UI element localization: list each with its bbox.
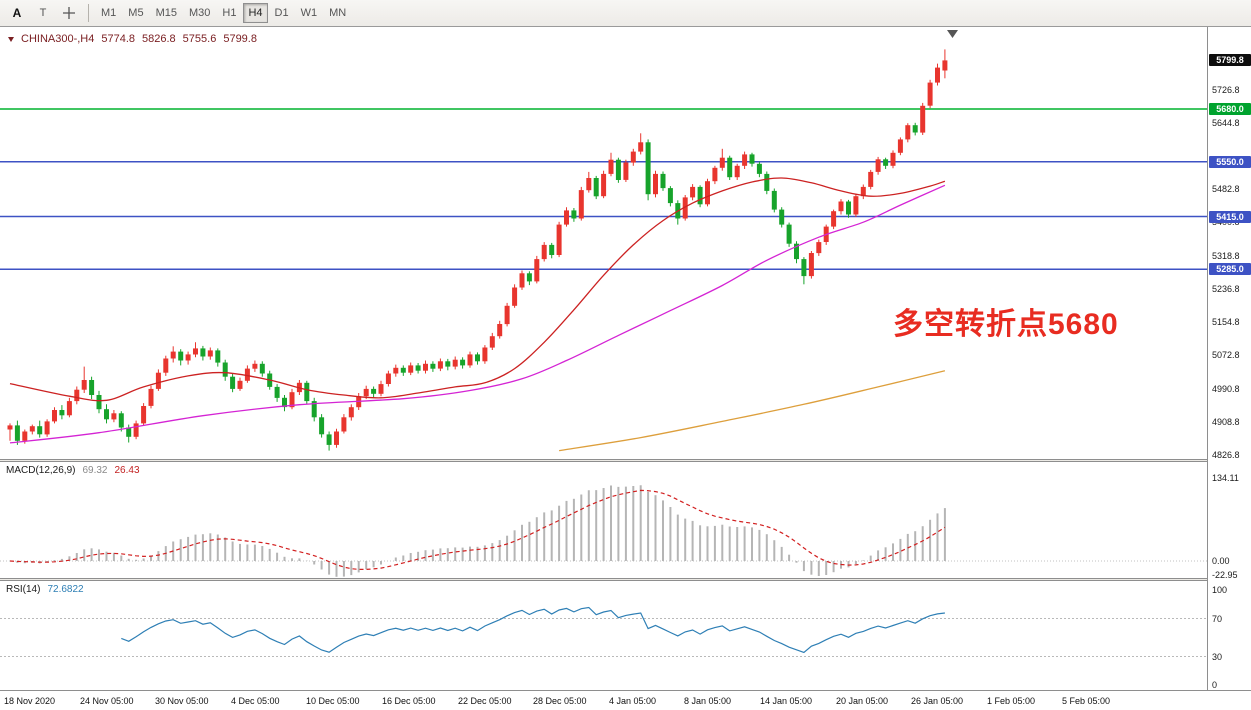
symbol-dropdown-icon[interactable]	[8, 36, 14, 42]
price-axis-label: 5236.8	[1212, 284, 1240, 294]
tool-arrow-label-button[interactable]: A	[12, 6, 22, 20]
time-axis-label: 16 Dec 05:00	[382, 696, 436, 706]
price-axis-label: 5072.8	[1212, 350, 1240, 360]
rsi-axis-label: 100	[1212, 585, 1228, 595]
price-badge-5799.8: 5799.8	[1209, 54, 1251, 66]
moving-averages	[9, 177, 946, 452]
tool-text-insert-button[interactable]: T	[39, 7, 47, 19]
macd-main-value: 69.32	[82, 465, 108, 476]
rsi-name: RSI(14)	[6, 584, 41, 595]
pane-splitter[interactable]	[0, 459, 1251, 462]
level-lines[interactable]	[0, 108, 1207, 270]
main-chart-pane[interactable]: CHINA300-,H4 5774.8 5826.8 5755.6 5799.8…	[0, 28, 1207, 459]
rsi-axis-label: 30	[1212, 652, 1223, 662]
time-axis-label: 10 Dec 05:00	[306, 696, 360, 706]
time-axis-label: 18 Nov 2020	[4, 696, 56, 706]
price-axis-label: 5154.8	[1212, 317, 1240, 327]
time-axis-label: 8 Jan 05:00	[684, 696, 732, 706]
macd-axis-label: -22.95	[1212, 570, 1238, 580]
ma-fast-red	[9, 177, 946, 402]
timeframe-mn-button[interactable]: MN	[329, 7, 347, 19]
macd-canvas[interactable]	[0, 462, 1207, 578]
timeframe-w1-button[interactable]: W1	[300, 7, 318, 19]
crosshair-icon	[63, 7, 75, 19]
chart-shift-marker[interactable]	[947, 30, 958, 38]
price-axis-label: 5726.8	[1212, 85, 1240, 95]
price-axis-label: 5318.8	[1212, 251, 1240, 261]
quote-line: CHINA300-,H4 5774.8 5826.8 5755.6 5799.8	[8, 33, 257, 45]
time-axis-label: 22 Dec 05:00	[458, 696, 512, 706]
quote-symbol: CHINA300-,H4	[21, 33, 95, 45]
chart-annotation-text: 多空转折点5680	[893, 308, 1119, 341]
rsi-axis-label: 0	[1212, 680, 1218, 690]
macd-name: MACD(12,26,9)	[6, 465, 76, 476]
time-axis-label: 24 Nov 05:00	[80, 696, 134, 706]
timeframe-m30-button[interactable]: M30	[188, 7, 211, 19]
ma-mid-magenta	[9, 184, 946, 444]
price-badge-5680.0: 5680.0	[1209, 103, 1251, 115]
time-axis[interactable]: 18 Nov 2020 24 Nov 05:00 30 Nov 05:00 4 Dec…	[0, 690, 1251, 710]
price-axis-label: 5482.8	[1212, 184, 1240, 194]
timeframe-d1-button[interactable]: D1	[274, 7, 289, 19]
price-axis-label: 4908.8	[1212, 417, 1240, 427]
time-axis-label: 28 Dec 05:00	[533, 696, 587, 706]
quote-low: 5755.6	[182, 33, 217, 45]
macd-histogram	[16, 485, 946, 577]
time-axis-label: 5 Feb 05:00	[1062, 696, 1111, 706]
timeframe-h1-button[interactable]: H1	[222, 7, 237, 19]
timeframe-h4-button[interactable]: H4	[243, 3, 268, 23]
timeframe-m5-button[interactable]: M5	[128, 7, 144, 19]
price-badge-5285.0: 5285.0	[1209, 263, 1251, 275]
pane-splitter[interactable]	[0, 578, 1251, 581]
rsi-pane[interactable]: RSI(14) 72.6822	[0, 581, 1207, 690]
macd-signal-line	[9, 489, 946, 570]
price-badge-5550.0: 5550.0	[1209, 156, 1251, 168]
price-axis[interactable]: 5726.85644.85482.85400.85318.85236.85154…	[1207, 27, 1251, 690]
price-badge-5415.0: 5415.0	[1209, 211, 1251, 223]
price-axis-label: 4826.8	[1212, 450, 1240, 460]
macd-axis-label: 134.11	[1212, 473, 1239, 483]
macd-label: MACD(12,26,9) 69.32 26.43	[6, 465, 140, 476]
quote-high: 5826.8	[142, 33, 176, 45]
price-axis-label: 4990.8	[1212, 384, 1240, 394]
time-axis-label: 1 Feb 05:00	[987, 696, 1036, 706]
timeframe-m1-button[interactable]: M1	[101, 7, 117, 19]
quote-open: 5774.8	[101, 33, 136, 45]
time-axis-label: 4 Dec 05:00	[231, 696, 280, 706]
time-axis-label: 26 Jan 05:00	[911, 696, 964, 706]
rsi-axis-label: 70	[1212, 614, 1223, 624]
rsi-line	[121, 606, 945, 654]
time-axis-label: 20 Jan 05:00	[836, 696, 889, 706]
candlestick-chart-canvas[interactable]	[0, 28, 1207, 459]
time-axis-label: 4 Jan 05:00	[609, 696, 657, 706]
quote-close: 5799.8	[223, 33, 257, 45]
toolbar: A T M1 M5 M15 M30 H1 H4 D1 W1 MN	[0, 0, 1251, 27]
time-axis-label: 30 Nov 05:00	[155, 696, 209, 706]
rsi-value: 72.6822	[47, 584, 84, 595]
price-axis-label: 5644.8	[1212, 118, 1240, 128]
macd-pane[interactable]: MACD(12,26,9) 69.32 26.43	[0, 462, 1207, 578]
timeframe-m15-button[interactable]: M15	[155, 7, 177, 19]
ma-slow-orange	[558, 370, 946, 452]
candlesticks	[7, 49, 948, 451]
macd-axis-label: 0.00	[1212, 556, 1230, 566]
chart-area: CHINA300-,H4 5774.8 5826.8 5755.6 5799.8…	[0, 27, 1251, 710]
rsi-canvas[interactable]	[0, 581, 1207, 690]
toolbar-separator	[88, 4, 89, 22]
time-axis-label: 14 Jan 05:00	[760, 696, 813, 706]
tool-crosshair-button[interactable]	[57, 3, 81, 23]
macd-signal-value: 26.43	[114, 465, 140, 476]
rsi-label: RSI(14) 72.6822	[6, 584, 84, 595]
